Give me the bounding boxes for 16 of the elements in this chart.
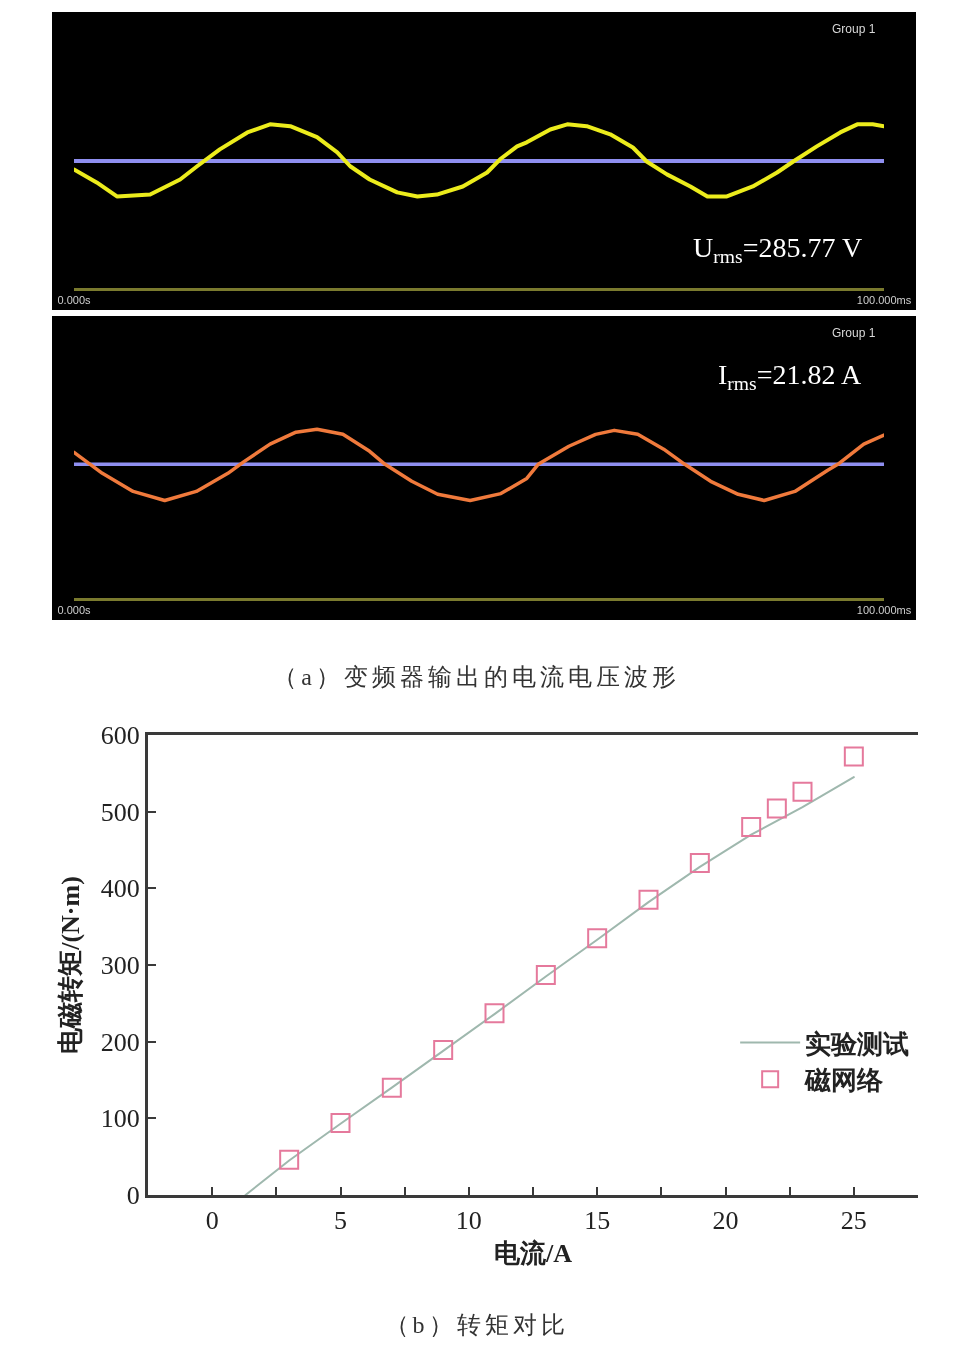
text: Group 1 <box>832 22 876 36</box>
point <box>843 746 864 767</box>
point <box>792 781 813 802</box>
x-tick-label: 100.000ms <box>856 294 912 307</box>
y-tick-label: 600 <box>100 721 140 751</box>
text: I$_{rms}$=21.82 A <box>718 359 862 394</box>
text: U$_{rms}$=285.77 V <box>693 232 863 267</box>
x-tick-label: 0.000s <box>57 604 92 617</box>
point <box>766 798 787 819</box>
x-tick-label: 100.000ms <box>856 604 912 617</box>
x-tick-label: 0.000s <box>57 294 92 307</box>
text: Group 1 <box>832 326 876 340</box>
y-tick-label: 500 <box>100 797 140 827</box>
text: （a）变频器输出的电流电压波形 <box>272 663 681 692</box>
point <box>689 853 710 874</box>
point <box>741 817 762 837</box>
